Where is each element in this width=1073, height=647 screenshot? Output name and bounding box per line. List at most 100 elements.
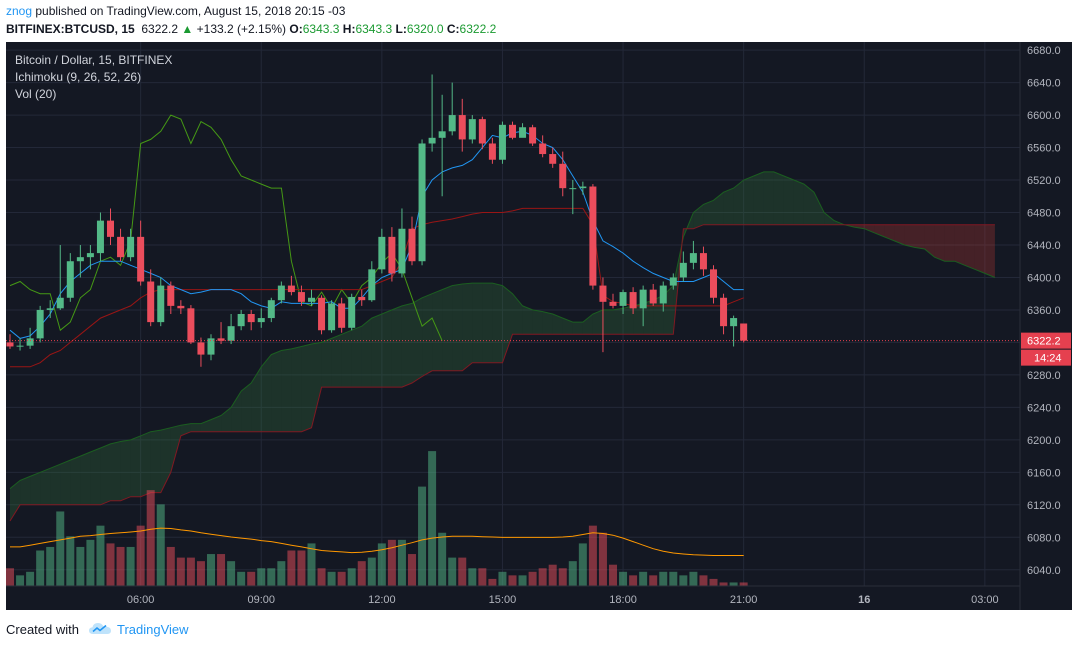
volume-bar: [267, 568, 276, 586]
candle-body: [549, 154, 557, 164]
cloud-segment: [974, 224, 985, 274]
cloud-segment: [130, 435, 141, 497]
candle-body: [639, 289, 647, 309]
candle-body: [539, 143, 547, 155]
volume-bar: [558, 568, 567, 586]
cloud-segment: [291, 346, 302, 432]
candle-body: [257, 318, 265, 323]
price-scale-background[interactable]: [1020, 42, 1072, 610]
candle-body: [247, 314, 255, 323]
candle-body: [438, 131, 446, 138]
cloud-segment: [150, 430, 161, 493]
candle-body: [659, 285, 667, 304]
volume-bar: [538, 568, 547, 586]
volume-bar: [357, 561, 366, 586]
candle-body: [740, 323, 748, 341]
cloud-segment: [361, 318, 372, 388]
price-chart[interactable]: 6680.0 6640.0 6600.0 6560.0 6520.0 6480.0 6440…: [6, 42, 1072, 610]
price-tick-label: 6160.0: [1027, 467, 1061, 479]
price-tick-label: 6520.0: [1027, 175, 1061, 187]
candle-body: [378, 236, 386, 270]
candle-body: [609, 301, 617, 306]
cloud-segment: [984, 224, 995, 278]
last-price-label: 6322.2: [1027, 336, 1061, 348]
volume-bar: [598, 532, 607, 586]
time-tick-label: 18:00: [609, 594, 637, 606]
candle-body: [710, 269, 717, 298]
tradingview-link[interactable]: TradingView: [117, 622, 189, 637]
legend-volume[interactable]: Vol (20): [15, 87, 56, 101]
candle-body: [358, 296, 366, 301]
candle-body: [589, 186, 597, 286]
volume-bar: [76, 546, 85, 586]
candle-body: [679, 262, 687, 278]
cloud-segment: [120, 439, 131, 501]
volume-bar: [186, 557, 195, 586]
volume-bar: [659, 571, 668, 586]
volume-bar: [6, 568, 14, 586]
volume-bar: [709, 578, 718, 586]
candle-body: [569, 188, 577, 190]
candle-body: [167, 285, 175, 306]
cloud-segment: [743, 175, 754, 225]
cloud-segment: [502, 285, 513, 363]
volume-bar: [408, 554, 416, 586]
candle-body: [66, 261, 74, 298]
cloud-segment: [914, 224, 925, 250]
cloud-segment: [552, 314, 563, 335]
volume-bar: [729, 582, 738, 586]
cloud-segment: [442, 285, 453, 371]
volume-bar: [247, 571, 256, 586]
volume-bar: [508, 575, 517, 586]
time-tick-label: 15:00: [489, 594, 517, 606]
symbol-label: BITFINEX:BTCUSD, 15: [6, 22, 135, 36]
cloud-segment: [824, 212, 835, 225]
cloud-segment: [331, 334, 342, 388]
volume-bar: [387, 539, 396, 586]
cloud-segment: [783, 175, 794, 225]
cloud-segment: [281, 348, 292, 432]
candle-body: [348, 296, 356, 328]
candle-body: [619, 292, 627, 306]
legend-ichimoku[interactable]: Ichimoku (9, 26, 52, 26): [15, 70, 141, 84]
cloud-segment: [562, 318, 573, 335]
cloud-segment: [70, 456, 81, 505]
cloud-segment: [713, 192, 724, 225]
high-label: H:: [342, 22, 356, 36]
volume-bar: [66, 536, 75, 586]
price-tick-label: 6120.0: [1027, 500, 1061, 512]
cloud-segment: [522, 305, 533, 335]
volume-bars: [6, 451, 748, 586]
chart-area[interactable]: 6680.0 6640.0 6600.0 6560.0 6520.0 6480.0 6440…: [6, 42, 1072, 610]
candle-body: [117, 236, 125, 258]
volume-bar: [16, 575, 25, 586]
time-tick-label: 09:00: [247, 594, 275, 606]
candle-body: [96, 220, 104, 254]
candle-body: [689, 253, 697, 263]
price-tick-label: 6040.0: [1027, 565, 1061, 577]
candle-body: [559, 163, 567, 189]
candle-body: [579, 186, 587, 189]
cloud-segment: [100, 443, 111, 505]
candle-body: [418, 143, 426, 262]
candle-body: [187, 308, 195, 343]
volume-bar: [498, 571, 507, 586]
countdown-label: 14:24: [1034, 353, 1062, 365]
volume-bar: [468, 568, 477, 586]
volume-bar: [438, 532, 447, 586]
volume-bar: [136, 525, 145, 586]
candle-body: [498, 124, 506, 160]
volume-bar: [578, 543, 587, 586]
published-text: published on TradingView.com, August 15,…: [35, 4, 346, 18]
axes: 6680.0 6640.0 6600.0 6560.0 6520.0 6480.0 6440…: [6, 42, 1071, 610]
volume-bar: [156, 504, 165, 586]
cloud-segment: [110, 441, 121, 501]
volume-bar: [347, 568, 356, 586]
volume-bar: [176, 557, 185, 586]
time-tick-label: 16: [858, 594, 870, 606]
author-link[interactable]: znog: [6, 4, 33, 18]
volume-bar: [458, 557, 467, 586]
volume-bar: [478, 568, 487, 586]
volume-bar: [629, 575, 638, 586]
cloud-segment: [90, 447, 101, 505]
